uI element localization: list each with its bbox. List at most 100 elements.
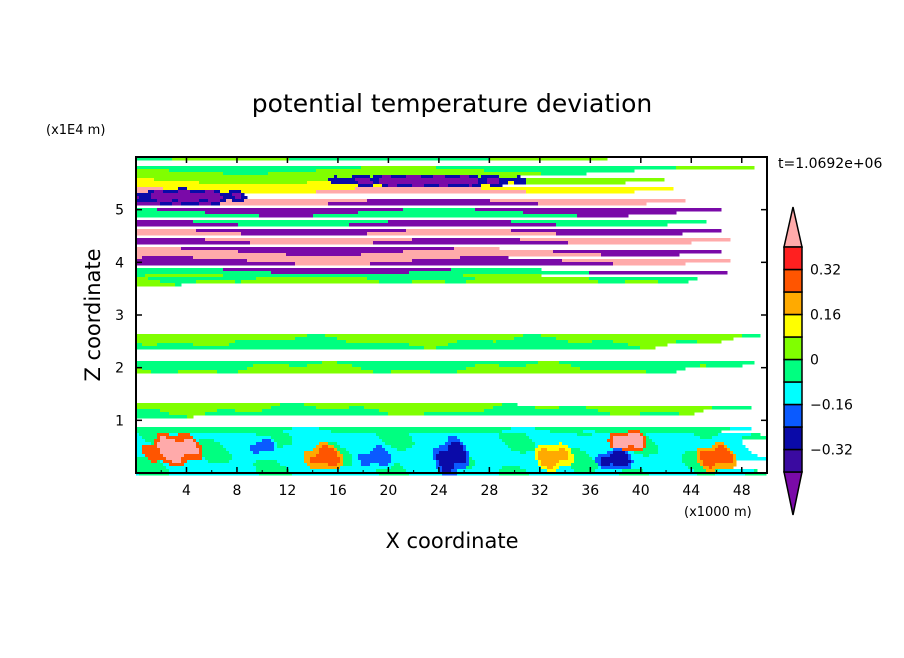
contour-cell: [487, 178, 500, 182]
contour-cell: [136, 247, 182, 251]
contour-cell: [199, 439, 215, 443]
contour-cell: [736, 457, 767, 461]
contour-cell: [385, 442, 416, 446]
contour-cell: [613, 262, 686, 266]
contour-cell: [151, 442, 155, 446]
chart-title: potential temperature deviation: [252, 89, 652, 118]
contour-cell: [256, 433, 290, 437]
contour-cell: [601, 253, 680, 257]
contour-cell: [493, 406, 536, 410]
contour-cell: [208, 199, 221, 203]
colorbar-box: [783, 246, 803, 271]
contour-cell: [526, 451, 536, 455]
contour-cell: [169, 469, 257, 473]
contour-cell: [181, 460, 188, 464]
contour-cell: [352, 454, 359, 458]
contour-cell: [625, 280, 659, 284]
contour-cell: [259, 214, 314, 218]
contour-cell: [280, 463, 308, 467]
contour-cell: [178, 433, 191, 437]
contour-cell: [583, 430, 596, 434]
contour-cell: [499, 433, 527, 437]
contour-cell: [340, 445, 377, 449]
contour-cell: [256, 460, 278, 464]
contour-cell: [502, 439, 533, 443]
contour-cell: [136, 199, 158, 203]
contour-cell: [451, 469, 458, 473]
contour-cell: [466, 451, 470, 455]
contour-cell: [727, 445, 746, 449]
contour-cell: [172, 460, 182, 464]
contour-cell: [535, 445, 539, 449]
contour-cell: [379, 463, 389, 467]
contour-cell: [634, 451, 659, 455]
contour-cell: [700, 457, 734, 461]
contour-cell: [319, 448, 335, 452]
contour-cell: [742, 334, 761, 338]
contour-cell: [148, 190, 155, 194]
contour-cell: [232, 199, 245, 203]
contour-cell: [559, 406, 587, 410]
contour-cell: [352, 457, 359, 461]
contour-cell: [136, 178, 155, 182]
contour-cell: [172, 157, 290, 161]
contour-cell: [391, 460, 437, 464]
contour-cell: [151, 460, 158, 464]
contour-cell: [343, 457, 353, 461]
contour-cell: [286, 466, 311, 470]
contour-cell: [535, 406, 560, 410]
contour-cell: [526, 181, 626, 185]
x-tick-label: 4: [182, 483, 191, 499]
contour-cell: [136, 229, 197, 233]
contour-cell: [178, 199, 200, 203]
contour-cell: [514, 337, 557, 341]
contour-cell: [658, 451, 686, 455]
contour-cell: [151, 370, 179, 374]
contour-cell: [535, 442, 560, 446]
contour-cell: [460, 256, 509, 260]
contour-cell: [586, 406, 713, 410]
contour-cell: [481, 187, 674, 191]
contour-cell: [502, 403, 518, 407]
contour-cell: [316, 190, 527, 194]
contour-cell: [136, 241, 251, 245]
contour-cell: [643, 469, 695, 473]
contour-cell: [136, 337, 296, 341]
contour-cell: [181, 202, 200, 206]
contour-cell: [589, 454, 599, 458]
contour-cell: [541, 466, 548, 470]
contour-cell: [289, 157, 491, 161]
contour-cell: [157, 199, 173, 203]
contour-cell: [712, 466, 734, 470]
contour-cell: [238, 223, 350, 227]
contour-cell: [502, 466, 521, 470]
contour-cell: [373, 175, 383, 179]
contour-cell: [697, 448, 716, 452]
contour-cell: [337, 361, 539, 365]
contour-cell: [526, 178, 665, 182]
contour-cell: [148, 457, 167, 461]
contour-cell: [157, 436, 161, 440]
contour-cell: [433, 175, 446, 179]
contour-cell: [610, 463, 614, 467]
contour-cell: [526, 469, 548, 473]
contour-cell: [478, 178, 488, 182]
contour-cell: [547, 469, 557, 473]
contour-cell: [136, 277, 149, 281]
contour-cell: [700, 463, 704, 467]
contour-cell: [142, 367, 248, 371]
contour-cell: [361, 460, 392, 464]
contour-cell: [595, 469, 623, 473]
contour-cell: [499, 436, 530, 440]
contour-cell: [628, 454, 632, 458]
contour-cell: [463, 274, 542, 278]
contour-cell: [412, 436, 449, 440]
contour-cell: [205, 238, 413, 242]
contour-cell: [304, 451, 320, 455]
contour-cell: [223, 445, 251, 449]
contour-cell: [175, 283, 182, 287]
contour-cell: [313, 214, 578, 218]
contour-cell: [631, 463, 686, 467]
contour-cell: [652, 439, 743, 443]
contour-cell: [469, 175, 479, 179]
